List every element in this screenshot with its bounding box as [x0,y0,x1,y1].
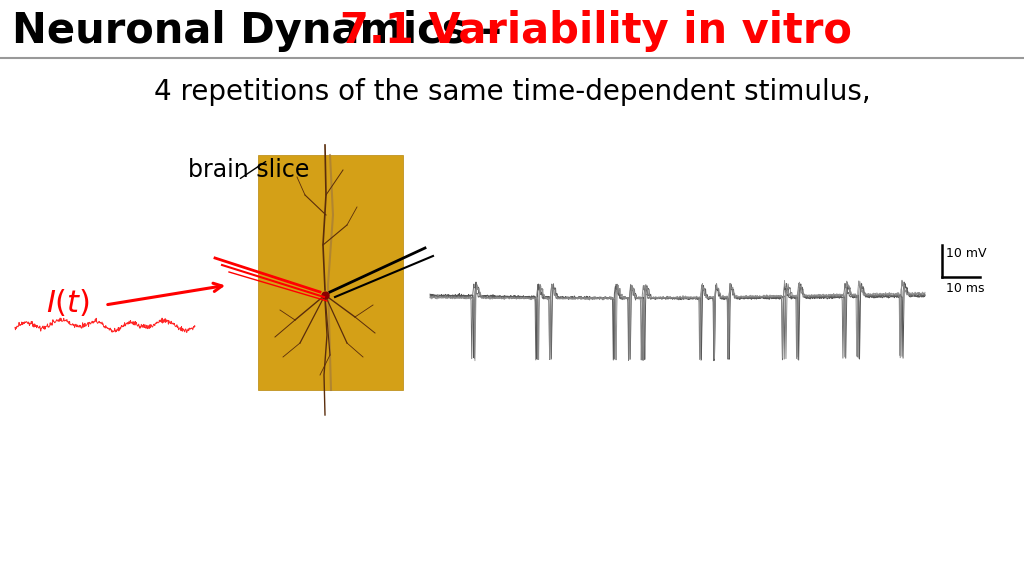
Text: 10 ms: 10 ms [946,282,984,295]
Text: Neuronal Dynamics –: Neuronal Dynamics – [12,10,516,52]
Text: 7.1 Variability in vitro: 7.1 Variability in vitro [340,10,852,52]
Text: $\mathit{I(t)}$: $\mathit{I(t)}$ [46,287,90,319]
Bar [258,155,403,390]
Text: brain slice: brain slice [188,158,309,182]
Text: 4 repetitions of the same time-dependent stimulus,: 4 repetitions of the same time-dependent… [154,78,870,106]
Text: 10 mV: 10 mV [946,247,986,260]
